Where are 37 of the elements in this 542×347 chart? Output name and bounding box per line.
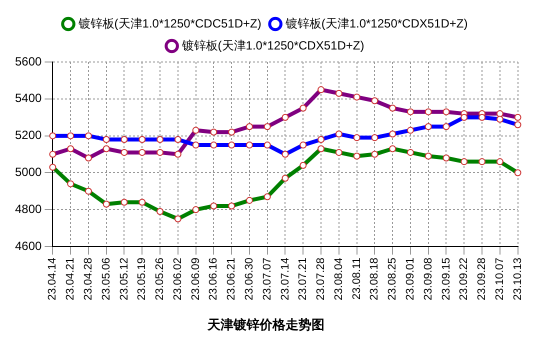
x-tick-label: 23.05.26 [154, 258, 166, 300]
x-tick-label: 23.09.28 [476, 258, 488, 300]
x-tick-label: 23.10.07 [494, 258, 506, 300]
legend-label: 镀锌板(天津1.0*1250*CDC51D+Z) [77, 16, 262, 30]
x-tick-label: 23.05.19 [136, 258, 148, 300]
x-tick-label: 23.08.11 [350, 258, 363, 300]
x-tick-label: 23.09.22 [458, 258, 470, 300]
x-tick-label: 23.08.04 [332, 258, 345, 300]
x-tick-label: 23.04.28 [82, 258, 95, 300]
y-tick-label: 5200 [14, 128, 42, 142]
y-tick-label: 5600 [14, 54, 42, 68]
x-tick-label: 23.04.14 [46, 258, 59, 300]
x-tick-label: 23.05.12 [118, 258, 130, 300]
legend-label: 镀锌板(天津1.0*1250*CDX51D+Z) [284, 16, 468, 30]
x-tick-label: 23.05.06 [100, 258, 112, 300]
x-tick-label: 23.06.30 [244, 258, 256, 300]
x-tick-label: 23.04.21 [64, 258, 77, 300]
x-tick-label: 23.08.18 [368, 258, 381, 300]
text: 天津镀锌价格走势图 [206, 316, 324, 332]
x-tick-label: 23.06.16 [208, 258, 220, 300]
x-tick-label: 23.07.14 [279, 258, 292, 300]
x-tick-label: 23.07.21 [297, 258, 310, 300]
y-tick-label: 5000 [14, 165, 42, 180]
x-tick-label: 23.09.01 [404, 258, 416, 300]
y-tick-label: 4800 [14, 202, 42, 216]
y-tick-label: 5400 [14, 91, 42, 106]
x-tick-label: 23.09.15 [440, 258, 452, 300]
x-tick-label: 23.08.25 [386, 258, 399, 300]
x-tick-label: 23.09.08 [422, 258, 434, 300]
x-tick-label: 23.07.28 [315, 258, 328, 300]
x-tick-label: 23.07.07 [261, 258, 274, 300]
x-tick-label: 23.10.13 [512, 258, 524, 300]
x-tick-label: 23.06.09 [190, 258, 202, 300]
y-tick-label: 4600 [14, 238, 42, 253]
legend-label: 镀锌板(天津1.0*1250*CDX51D+Z) [180, 38, 364, 52]
x-tick-label: 23.06.02 [172, 258, 184, 300]
x-tick-label: 23.06.21 [226, 258, 238, 300]
